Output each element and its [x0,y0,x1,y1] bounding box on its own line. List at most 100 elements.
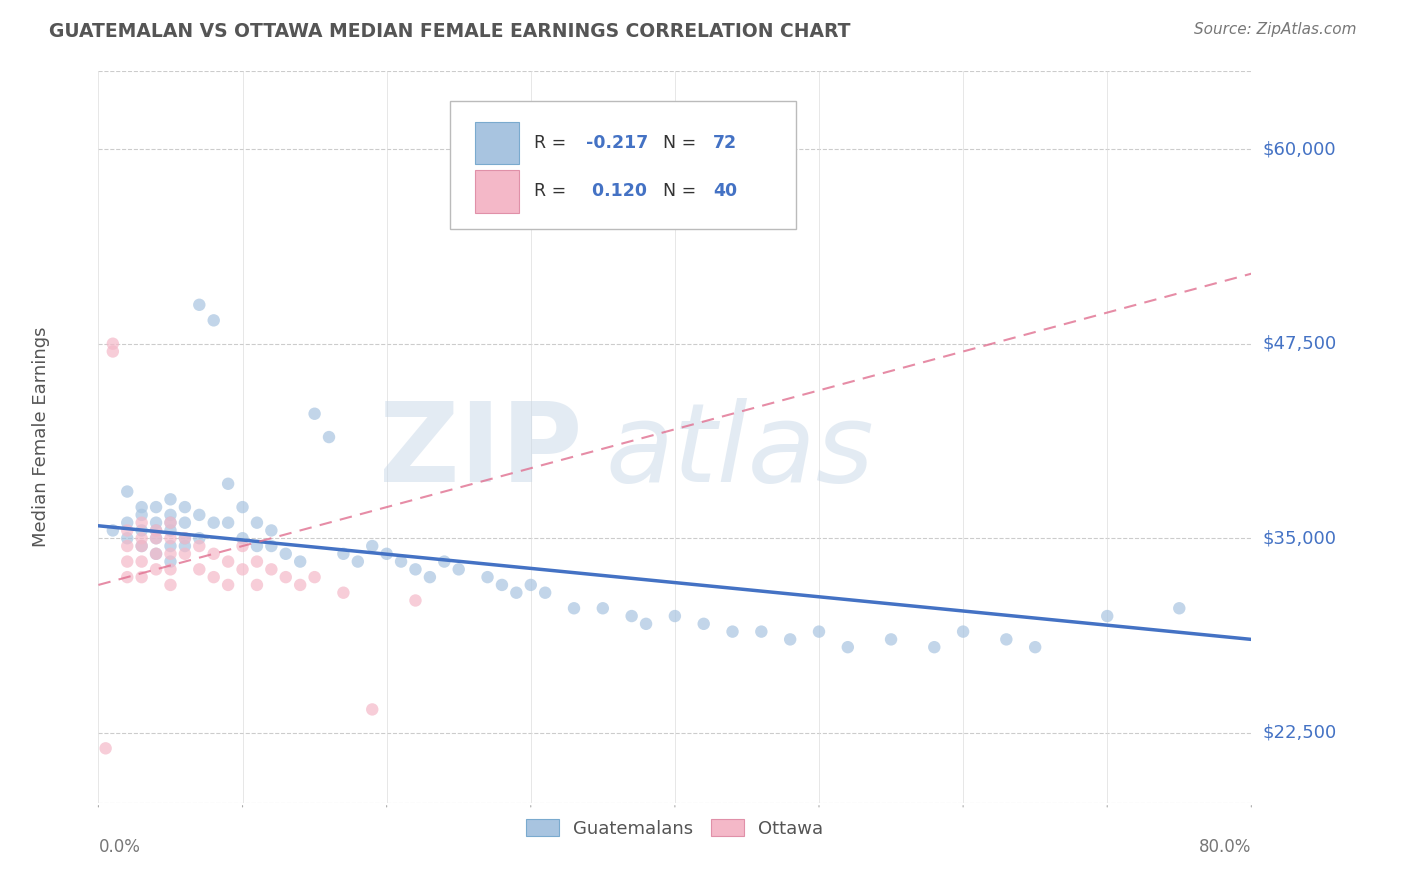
Point [202,570,225,584]
Point [534,585,557,599]
Point [131,516,153,530]
Point [231,562,254,576]
Point [145,547,167,561]
Point [304,407,326,421]
Point [131,531,153,545]
Point [318,430,340,444]
Point [217,476,239,491]
Point [477,570,499,584]
Text: GUATEMALAN VS OTTAWA MEDIAN FEMALE EARNINGS CORRELATION CHART: GUATEMALAN VS OTTAWA MEDIAN FEMALE EARNI… [49,22,851,41]
Point [159,492,181,507]
Text: $47,500: $47,500 [1263,334,1337,352]
Point [101,344,124,359]
Point [346,555,368,569]
Text: R =: R = [534,134,567,152]
Point [145,562,167,576]
Point [693,616,716,631]
Point [159,508,181,522]
Point [375,547,398,561]
Text: N =: N = [664,134,696,152]
Point [260,539,283,553]
Text: $35,000: $35,000 [1263,529,1337,547]
Point [636,616,658,631]
FancyBboxPatch shape [475,170,519,212]
Point [260,524,283,538]
Point [117,524,139,538]
Point [260,562,283,576]
Point [188,562,211,576]
Point [361,702,384,716]
Point [290,555,312,569]
Point [117,484,139,499]
Point [131,539,153,553]
Point [131,500,153,515]
Point [202,313,225,327]
Point [145,516,167,530]
Point [405,593,427,607]
Point [592,601,614,615]
Point [159,539,181,553]
Point [721,624,744,639]
Point [159,531,181,545]
Point [231,500,254,515]
Text: 0.0%: 0.0% [98,838,141,855]
Point [131,555,153,569]
Point [880,632,903,647]
Point [145,500,167,515]
Point [491,578,513,592]
Point [131,570,153,584]
Point [246,555,269,569]
Point [202,547,225,561]
Point [447,562,470,576]
Point [332,547,354,561]
Point [520,578,543,592]
Point [159,562,181,576]
Point [562,601,585,615]
Point [174,539,197,553]
Text: 80.0%: 80.0% [1199,838,1251,855]
Point [1024,640,1046,655]
Point [131,524,153,538]
Point [145,547,167,561]
Point [117,516,139,530]
Point [231,539,254,553]
Point [131,508,153,522]
Point [131,539,153,553]
Text: N =: N = [664,182,696,201]
Point [145,531,167,545]
Text: ZIP: ZIP [380,398,582,505]
Point [433,555,456,569]
Point [174,500,197,515]
Point [101,336,124,351]
Point [159,578,181,592]
Point [117,539,139,553]
Text: $22,500: $22,500 [1263,723,1337,742]
Point [274,570,297,584]
Point [117,555,139,569]
Point [837,640,859,655]
Text: 0.120: 0.120 [586,182,647,201]
Point [952,624,974,639]
Point [924,640,946,655]
Point [202,516,225,530]
Point [361,539,384,553]
Point [664,609,686,624]
Point [174,516,197,530]
Point [174,531,197,545]
Point [751,624,773,639]
Text: atlas: atlas [606,398,875,505]
FancyBboxPatch shape [450,101,796,228]
Point [174,531,197,545]
Text: $60,000: $60,000 [1263,140,1336,158]
Point [159,516,181,530]
Point [231,531,254,545]
Text: -0.217: -0.217 [586,134,648,152]
Text: Median Female Earnings: Median Female Earnings [32,326,49,548]
Text: Source: ZipAtlas.com: Source: ZipAtlas.com [1194,22,1357,37]
Point [290,578,312,592]
FancyBboxPatch shape [475,122,519,164]
Text: 40: 40 [713,182,737,201]
Point [995,632,1018,647]
Point [808,624,831,639]
Point [246,578,269,592]
